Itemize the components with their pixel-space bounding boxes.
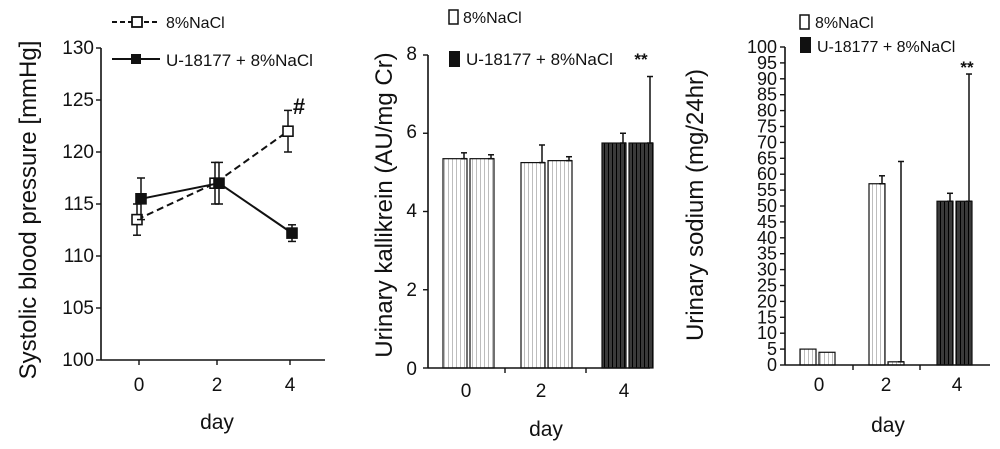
bp-y-tick-label: 120: [62, 142, 94, 163]
bp-y-axis: [96, 47, 325, 365]
sodium-x-tick-label: 0: [814, 375, 825, 396]
sodium-y-tick-label: 65: [757, 148, 777, 168]
sodium-y-tick-label: 100: [747, 37, 777, 57]
sodium-y-tick-label: 40: [757, 228, 777, 248]
sodium-y-axis-label: Urinary sodium (mg/24hr): [682, 69, 709, 341]
kallikrein-legend: 8%NaCl U-18177 + 8%NaCl: [448, 9, 613, 69]
bp-x-tick-label: 0: [134, 375, 145, 396]
sodium-y-tick-label: 30: [757, 260, 777, 280]
kallikrein-x-tick-labels: 0 2 4: [461, 381, 630, 402]
bp-point: [135, 193, 147, 205]
kallikrein-legend-label: U-18177 + 8%NaCl: [466, 50, 613, 69]
sodium-legend-swatch-open: [799, 14, 810, 30]
bp-annotation: #: [293, 94, 305, 119]
sodium-y-tick-labels: 0510152025303540455055606570758085909510…: [747, 37, 777, 375]
sodium-x-tick-labels: 0 2 4: [814, 375, 963, 396]
sodium-legend-label: U-18177 + 8%NaCl: [817, 39, 955, 56]
sodium-legend: 8%NaCl U-18177 + 8%NaCl: [799, 14, 955, 56]
sodium-marks: [780, 46, 990, 370]
bp-x-tick-label: 4: [285, 375, 296, 396]
bp-y-tick-label: 105: [62, 298, 94, 319]
kallikrein-bar: [520, 161, 546, 369]
sodium-y-tick-label: 10: [757, 323, 777, 343]
bp-y-tick-labels: 100 105 110 115 120 125 130: [62, 38, 94, 371]
kallikrein-legend-label: 8%NaCl: [463, 10, 522, 27]
sodium-y-tick-label: 70: [757, 132, 777, 152]
sodium-y-tick-label: 95: [757, 53, 777, 73]
kallikrein-y-tick-label: 6: [406, 122, 417, 143]
bp-marks: [131, 109, 298, 243]
kallikrein-legend-swatch-filled: [449, 51, 460, 67]
sodium-y-tick-label: 20: [757, 291, 777, 311]
kallikrein-bar: [547, 160, 573, 369]
kallikrein-bar: [601, 142, 627, 369]
kallikrein-legend-swatch-open: [448, 9, 459, 25]
kallikrein-bar: [442, 158, 468, 369]
sodium-y-tick-label: 60: [757, 164, 777, 184]
sodium-y-tick-label: 50: [757, 196, 777, 216]
sodium-y-tick-label: 25: [757, 276, 777, 296]
kallikrein-bar-chart: Urinary kallikrein (AU/mg Cr) 0 2 4 6 8 …: [371, 9, 654, 441]
kallikrein-y-tick-label: 0: [406, 359, 417, 380]
sodium-bar: [955, 200, 973, 366]
kallikrein-y-axis-label: Urinary kallikrein (AU/mg Cr): [371, 52, 398, 357]
sodium-legend-swatch-filled: [800, 37, 811, 53]
kallikrein-y-tick-label: 4: [406, 201, 417, 222]
sodium-y-tick-label: 35: [757, 244, 777, 264]
sodium-y-tick-label: 15: [757, 307, 777, 327]
sodium-bar: [818, 351, 836, 366]
kallikrein-annotation: **: [634, 50, 648, 69]
sodium-bar: [799, 348, 817, 366]
bp-legend-label: 8%NaCl: [166, 15, 225, 32]
bp-point: [282, 125, 294, 137]
bp-y-tick-label: 130: [62, 38, 94, 59]
sodium-y-tick-label: 55: [757, 180, 777, 200]
kallikrein-y-tick-label: 2: [406, 280, 417, 301]
sodium-y-tick-label: 90: [757, 69, 777, 89]
sodium-y-tick-label: 85: [757, 85, 777, 105]
sodium-y-tick-label: 80: [757, 101, 777, 121]
sodium-y-tick-label: 75: [757, 117, 777, 137]
bp-y-tick-label: 110: [64, 246, 94, 267]
bp-x-tick-labels: 0 2 4: [134, 375, 296, 396]
sodium-y-tick-label: 0: [767, 355, 777, 375]
sodium-y-tick-label: 5: [767, 339, 777, 359]
kallikrein-y-tick-labels: 0 2 4 6 8: [406, 44, 417, 380]
sodium-bar: [936, 200, 954, 366]
bp-x-tick-label: 2: [212, 375, 223, 396]
kallikrein-x-tick-label: 4: [619, 381, 630, 402]
sodium-bar: [868, 183, 886, 366]
bp-line-chart: Systolic blood pressure [mmHg] 100 105 1…: [15, 15, 325, 434]
kallikrein-marks: [423, 54, 654, 373]
sodium-x-tick-label: 2: [881, 375, 892, 396]
bp-point: [286, 227, 298, 239]
bp-x-axis-label: day: [200, 411, 234, 434]
kallikrein-bar: [469, 158, 495, 369]
kallikrein-x-tick-label: 2: [536, 381, 547, 402]
kallikrein-x-tick-label: 0: [461, 381, 472, 402]
bp-legend-marker-filled: [131, 54, 141, 64]
bp-y-tick-label: 125: [62, 90, 94, 111]
sodium-x-axis-label: day: [871, 414, 905, 437]
sodium-y-tick-label: 45: [757, 212, 777, 232]
sodium-bar-chart: Urinary sodium (mg/24hr) 051015202530354…: [682, 14, 990, 437]
bp-legend-label: U-18177 + 8%NaCl: [166, 51, 313, 70]
kallikrein-bar: [628, 142, 654, 369]
kallikrein-x-axis-label: day: [529, 418, 563, 441]
sodium-legend-label: 8%NaCl: [815, 15, 874, 32]
bp-y-axis-label: Systolic blood pressure [mmHg]: [15, 41, 42, 380]
kallikrein-y-tick-label: 8: [406, 44, 417, 65]
sodium-x-tick-label: 4: [952, 375, 963, 396]
bp-series-line: [136, 130, 289, 221]
bp-y-tick-label: 100: [62, 350, 94, 371]
bp-legend: 8%NaCl U-18177 + 8%NaCl: [112, 15, 313, 70]
bp-point: [213, 177, 225, 189]
sodium-annotation: **: [960, 58, 974, 77]
bp-y-tick-label: 115: [64, 194, 94, 215]
bp-legend-marker-open: [131, 16, 143, 28]
